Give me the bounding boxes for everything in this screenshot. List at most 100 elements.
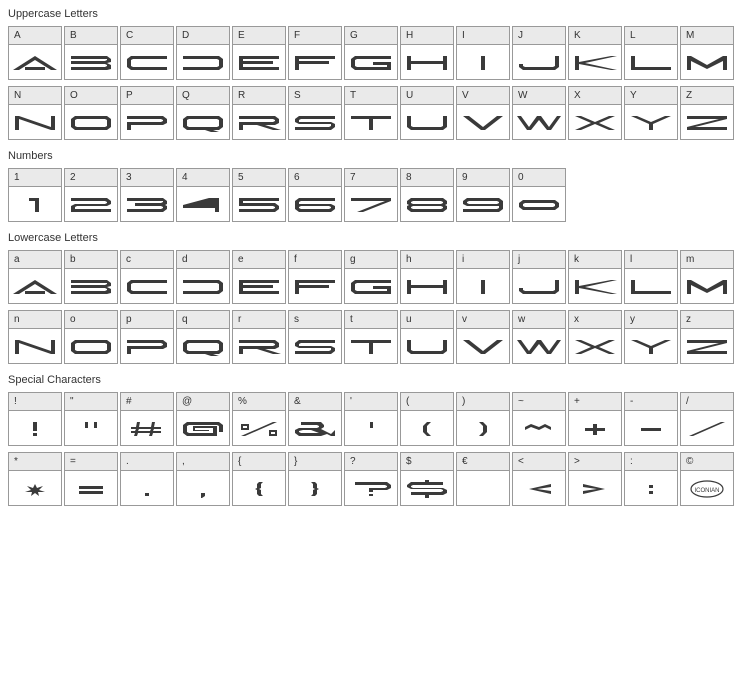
char-cell: {	[232, 452, 286, 506]
char-glyph	[65, 471, 117, 505]
char-glyph	[65, 411, 117, 445]
section-title: Lowercase Letters	[8, 232, 740, 244]
char-glyph	[401, 471, 453, 505]
char-glyph	[569, 105, 621, 139]
char-row: ABCDEFGHIJKLM	[8, 26, 740, 80]
char-label: L	[625, 27, 677, 45]
char-cell: .	[120, 452, 174, 506]
char-cell: G	[344, 26, 398, 80]
char-cell: $	[400, 452, 454, 506]
char-glyph	[65, 45, 117, 79]
char-glyph	[65, 329, 117, 363]
char-cell: U	[400, 86, 454, 140]
char-cell: 8	[400, 168, 454, 222]
char-cell: S	[288, 86, 342, 140]
char-label: 8	[401, 169, 453, 187]
char-cell: I	[456, 26, 510, 80]
char-glyph	[177, 471, 229, 505]
char-glyph	[121, 411, 173, 445]
char-glyph	[457, 269, 509, 303]
char-label: C	[121, 27, 173, 45]
font-character-map: Uppercase LettersABCDEFGHIJKLMNOPQRSTUVW…	[8, 8, 740, 506]
char-cell: A	[8, 26, 62, 80]
char-glyph	[289, 105, 341, 139]
char-glyph	[233, 45, 285, 79]
char-label: 1	[9, 169, 61, 187]
char-label: w	[513, 311, 565, 329]
char-label: $	[401, 453, 453, 471]
char-cell: )	[456, 392, 510, 446]
char-label: n	[9, 311, 61, 329]
char-glyph	[233, 329, 285, 363]
char-label: <	[513, 453, 565, 471]
char-cell: Z	[680, 86, 734, 140]
char-cell: Y	[624, 86, 678, 140]
char-label: =	[65, 453, 117, 471]
char-glyph	[345, 105, 397, 139]
char-cell: D	[176, 26, 230, 80]
char-label: X	[569, 87, 621, 105]
char-label: >	[569, 453, 621, 471]
char-cell: t	[344, 310, 398, 364]
char-label: B	[65, 27, 117, 45]
char-label: 2	[65, 169, 117, 187]
char-glyph	[121, 471, 173, 505]
char-glyph	[9, 45, 61, 79]
char-cell: e	[232, 250, 286, 304]
char-row: nopqrstuvwxyz	[8, 310, 740, 364]
char-glyph	[513, 269, 565, 303]
char-label: 9	[457, 169, 509, 187]
char-label: l	[625, 251, 677, 269]
char-cell: r	[232, 310, 286, 364]
char-glyph: ICONIAN	[681, 471, 733, 505]
char-cell: i	[456, 250, 510, 304]
char-cell: k	[568, 250, 622, 304]
char-glyph	[401, 187, 453, 221]
char-label: 5	[233, 169, 285, 187]
char-cell: ~	[512, 392, 566, 446]
char-glyph	[513, 411, 565, 445]
char-cell: v	[456, 310, 510, 364]
char-cell: 5	[232, 168, 286, 222]
char-label: M	[681, 27, 733, 45]
char-glyph	[177, 269, 229, 303]
char-cell: 6	[288, 168, 342, 222]
char-cell: H	[400, 26, 454, 80]
char-label: f	[289, 251, 341, 269]
char-cell: Q	[176, 86, 230, 140]
char-label: T	[345, 87, 397, 105]
char-glyph	[401, 45, 453, 79]
char-glyph	[569, 45, 621, 79]
char-cell: B	[64, 26, 118, 80]
char-label: Y	[625, 87, 677, 105]
char-glyph	[233, 411, 285, 445]
char-cell: *	[8, 452, 62, 506]
char-glyph	[121, 105, 173, 139]
char-label: ~	[513, 393, 565, 411]
char-cell: W	[512, 86, 566, 140]
char-label: *	[9, 453, 61, 471]
char-label: h	[401, 251, 453, 269]
char-cell: p	[120, 310, 174, 364]
char-cell: z	[680, 310, 734, 364]
char-row: !"#@%&'()~+-/	[8, 392, 740, 446]
char-label: ?	[345, 453, 397, 471]
char-glyph	[401, 105, 453, 139]
char-glyph	[681, 105, 733, 139]
char-label: b	[65, 251, 117, 269]
char-glyph	[177, 411, 229, 445]
char-cell: O	[64, 86, 118, 140]
char-glyph	[345, 187, 397, 221]
char-glyph	[457, 45, 509, 79]
char-label: g	[345, 251, 397, 269]
char-glyph	[513, 187, 565, 221]
char-label: U	[401, 87, 453, 105]
char-cell: '	[344, 392, 398, 446]
char-glyph	[345, 411, 397, 445]
char-glyph	[513, 471, 565, 505]
char-glyph	[681, 45, 733, 79]
char-cell: <	[512, 452, 566, 506]
char-cell: q	[176, 310, 230, 364]
char-cell: d	[176, 250, 230, 304]
char-cell: 0	[512, 168, 566, 222]
